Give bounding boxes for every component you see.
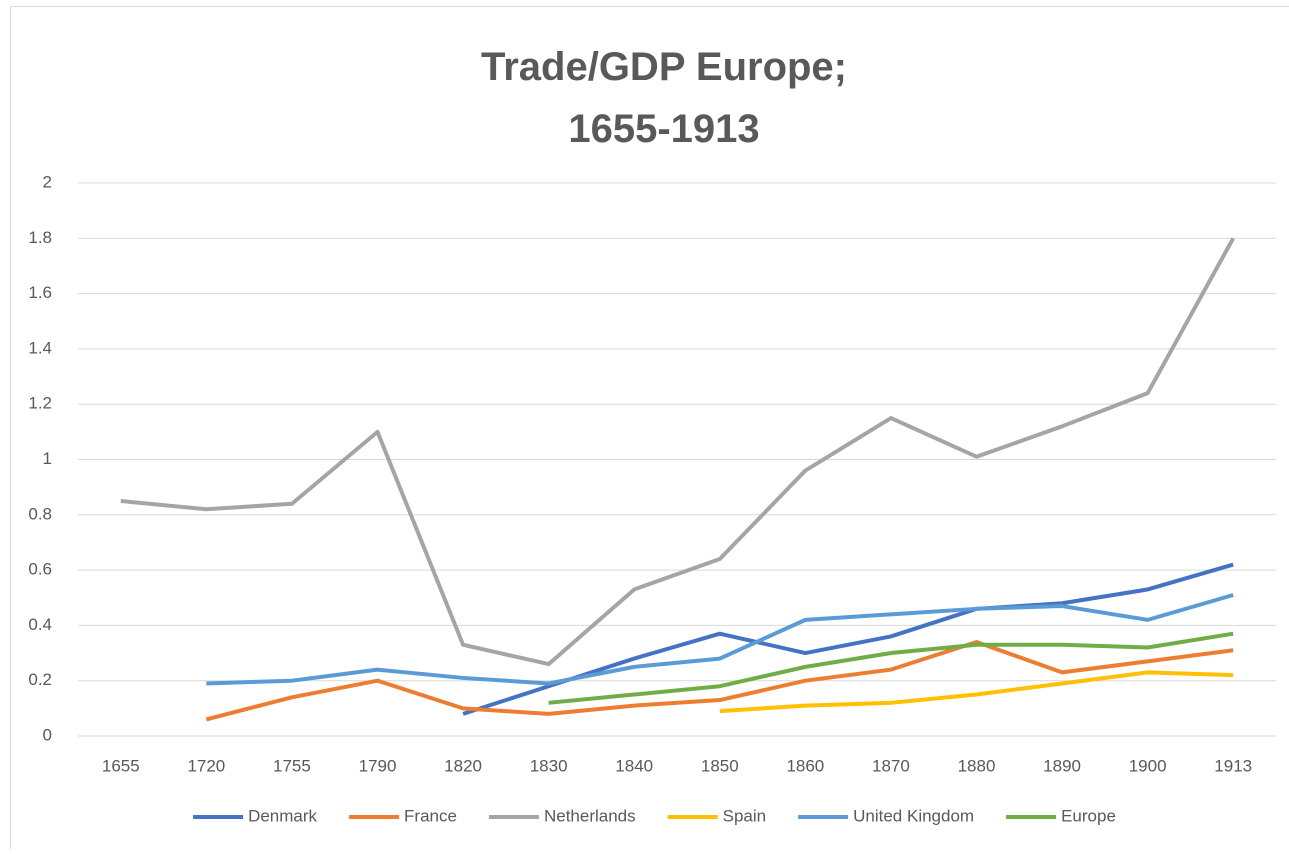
- y-tick-label: 0.8: [28, 504, 52, 523]
- legend-label: Denmark: [248, 806, 317, 825]
- x-tick-label: 1860: [786, 756, 824, 775]
- x-tick-label: 1880: [958, 756, 996, 775]
- y-tick-label: 1.2: [28, 394, 52, 413]
- x-tick-label: 1870: [872, 756, 910, 775]
- legend-label: Spain: [723, 806, 766, 825]
- chart-title: Trade/GDP Europe; 1655-1913: [444, 36, 884, 160]
- x-tick-label: 1820: [444, 756, 482, 775]
- x-tick-label: 1850: [701, 756, 739, 775]
- legend-label: Netherlands: [544, 806, 636, 825]
- x-tick-label: 1790: [359, 756, 397, 775]
- x-tick-label: 1840: [615, 756, 653, 775]
- y-tick-label: 0.4: [28, 615, 52, 634]
- series-line: [720, 672, 1233, 711]
- y-tick-label: 1.6: [28, 283, 52, 302]
- x-tick-label: 1890: [1043, 756, 1081, 775]
- x-tick-label: 1913: [1214, 756, 1252, 775]
- legend-label: Europe: [1061, 806, 1116, 825]
- y-tick-label: 1: [43, 449, 52, 468]
- x-tick-label: 1900: [1129, 756, 1167, 775]
- legend-label: France: [404, 806, 457, 825]
- x-tick-label: 1755: [273, 756, 311, 775]
- x-tick-label: 1830: [530, 756, 568, 775]
- y-tick-label: 1.4: [28, 338, 52, 357]
- x-tick-label: 1655: [102, 756, 140, 775]
- y-tick-label: 0.2: [28, 670, 52, 689]
- y-tick-label: 0: [43, 725, 52, 744]
- x-tick-label: 1720: [187, 756, 225, 775]
- y-tick-label: 2: [43, 172, 52, 191]
- series-line: [121, 238, 1233, 664]
- y-tick-label: 1.8: [28, 228, 52, 247]
- legend-label: United Kingdom: [853, 806, 974, 825]
- y-tick-label: 0.6: [28, 560, 52, 579]
